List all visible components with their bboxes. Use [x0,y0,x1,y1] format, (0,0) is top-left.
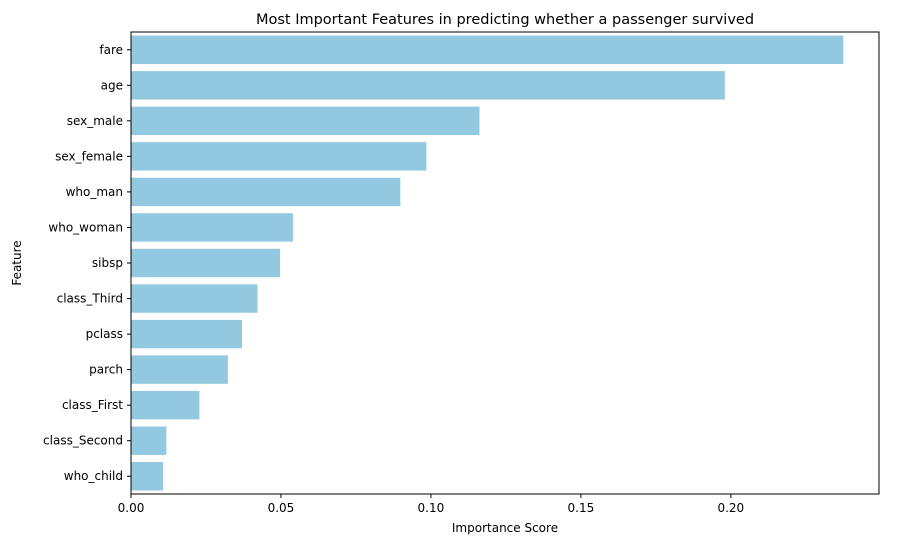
y-tick-label: who_child [64,469,123,483]
y-tick-label: class_Second [43,434,123,448]
bar-parch [131,355,228,384]
x-tick-label: 0.20 [717,501,744,515]
y-tick-label: age [101,78,123,92]
bar-sex_female [131,142,427,171]
bar-who_child [131,462,164,491]
bar-age [131,71,725,100]
y-tick-label: sex_male [67,114,123,128]
x-tick-label: 0.10 [418,501,445,515]
bar-class_Second [131,426,167,455]
bar-who_man [131,177,401,207]
y-tick-label: fare [99,43,123,57]
y-tick-label: pclass [86,327,123,341]
y-tick-label: sex_female [55,149,123,163]
x-tick-label: 0.00 [118,501,145,515]
bars-group [131,35,844,491]
plot-frame [130,31,880,495]
x-axis-label: Importance Score [452,521,558,535]
x-tick-label: 0.15 [568,501,595,515]
x-tick-label: 0.05 [268,501,295,515]
chart-title: Most Important Features in predicting wh… [256,12,754,28]
bar-sibsp [131,248,281,278]
y-tick-label: class_Third [57,292,123,306]
y-tick-label: who_woman [48,220,123,234]
x-axis-ticks: 0.00 0.05 0.10 0.15 0.20 [118,494,744,515]
bar-who_woman [131,213,293,242]
bar-fare [131,35,844,64]
y-tick-label: parch [89,363,123,377]
bar-class_Third [131,284,258,313]
y-axis-ticks: fare age sex_male sex_female who_man who_woma… [43,43,131,483]
bar-sex_male [131,106,480,136]
y-axis-label: Feature [10,240,24,285]
y-tick-label: who_man [66,185,123,199]
bar-pclass [131,319,242,349]
y-tick-label: sibsp [92,256,123,270]
y-tick-label: class_First [62,398,123,412]
bar-class_First [131,390,200,420]
